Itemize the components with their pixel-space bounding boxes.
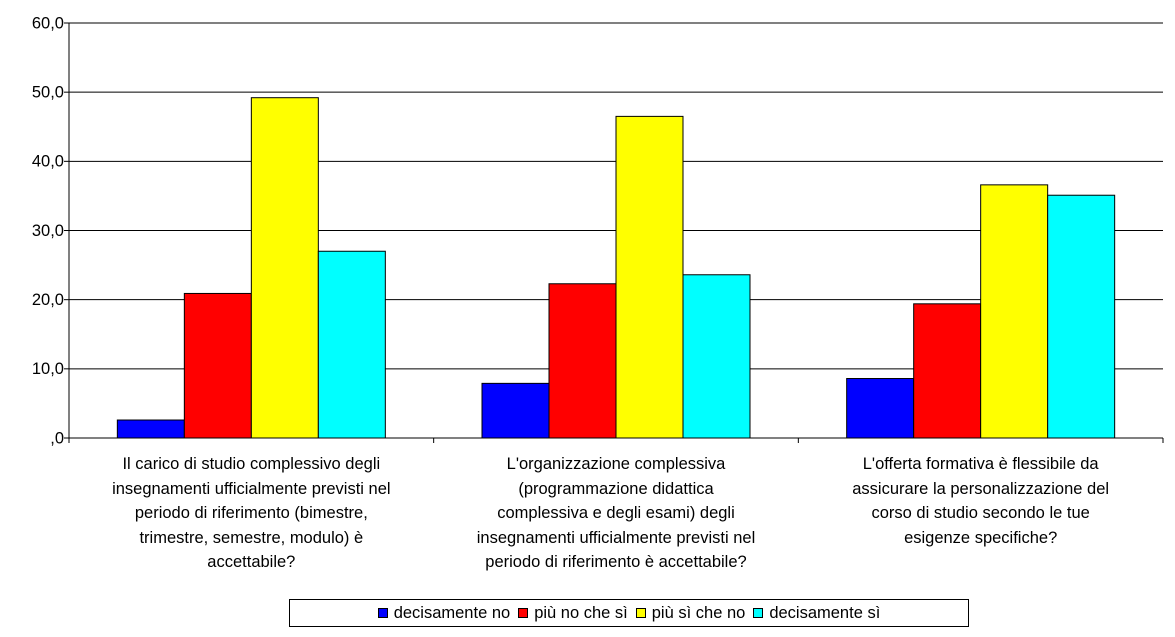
bars [116,97,1116,439]
y-tick-label: 30,0 [32,222,64,240]
legend-item: decisamente no [377,603,511,623]
bar-3-1 [682,274,751,439]
bar-2-2 [980,184,1049,439]
x-category-label-line: (programmazione didattica [518,479,714,498]
y-axis-ticks: ,0 10,0 20,0 30,0 40,0 50,0 60,0 [32,14,69,447]
x-category-label-line: accettabile? [207,553,296,571]
y-tick-label: 50,0 [32,84,64,102]
y-tick-label: 10,0 [32,360,64,378]
legend-label: più sì che no [651,603,746,622]
legend-label: decisamente sì [769,603,881,622]
legend-swatch [377,608,388,618]
legend-item: più sì che no [635,603,746,623]
x-category-label-line: periodo di riferimento (bimestre, [134,504,368,522]
x-category-label-line: L'offerta formativa è flessibile da [862,455,1099,473]
legend-swatch [518,608,529,618]
y-tick-label: 40,0 [32,153,64,171]
y-tick-label: 20,0 [32,291,64,309]
x-category-label: L'offerta formativa è flessibile da assic… [795,452,1167,550]
bar-1-1 [548,283,617,439]
legend-item: decisamente sì [753,604,880,623]
bar-0-0 [116,419,185,439]
bar-2-1 [615,115,684,439]
bar-1-0 [183,292,252,439]
bar-3-0 [317,250,386,439]
x-category-label-line: complessiva e degli esami) degli [497,504,735,522]
x-category-label: L'organizzazione complessiva (programmazi… [430,452,802,575]
x-category-label: Il carico di studio complessivo degli ins… [65,452,437,575]
legend-swatch [635,608,646,618]
y-tick-label: ,0 [50,429,64,447]
x-category-label-line: L'organizzazione complessiva [506,455,726,473]
x-category-label-line: Il carico di studio complessivo degli [122,455,381,473]
bar-2-0 [250,97,319,439]
x-axis-ticks [68,438,1164,443]
x-category-label-line: esigenze specifiche? [904,528,1058,547]
x-category-label-line: insegnamenti ufficialmente previsti nel [476,528,756,547]
x-category-label-line: corso di studio secondo le tue [871,504,1090,522]
legend-item: più no che sì [518,604,628,623]
y-tick-label: 60,0 [32,14,64,32]
bar-0-1 [481,382,550,439]
x-category-label-line: trimestre, semestre, modulo) è [139,528,364,547]
legend-swatch [753,608,764,618]
bar-3-2 [1047,194,1116,439]
x-category-label-line: assicurare la personalizzazione del [852,479,1110,498]
bar-0-2 [846,378,915,439]
legend-label: più no che sì [534,603,628,622]
x-category-label-line: insegnamenti ufficialmente previsti nel [112,479,391,498]
bar-1-2 [913,303,982,439]
legend: decisamente no più no che sì più sì che no… [289,599,969,627]
axes [68,23,1163,439]
bar-chart: ,0 10,0 20,0 30,0 40,0 50,0 60,0 [32,14,1164,447]
legend-label: decisamente no [393,603,511,622]
x-category-label-line: periodo di riferimento è accettabile? [485,553,747,571]
